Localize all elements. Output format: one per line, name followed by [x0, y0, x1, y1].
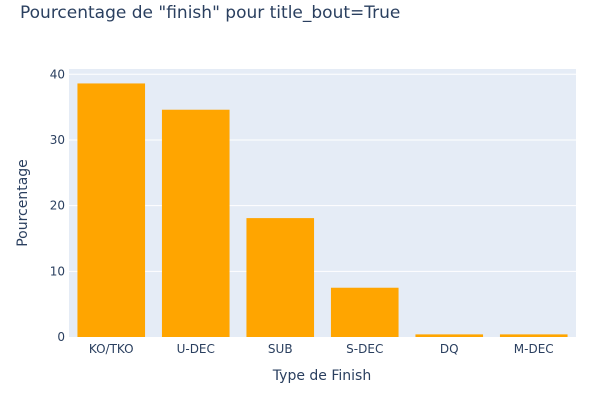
gridlines: [69, 73, 576, 272]
y-tick-label: 0: [57, 330, 65, 344]
bar-u-dec[interactable]: [161, 109, 230, 337]
x-tick-label: SUB: [268, 342, 293, 356]
plot-area: [69, 69, 576, 337]
x-axis-ticks: KO/TKO U-DEC SUB S-DEC DQ M-DEC: [89, 342, 554, 356]
x-tick-label: S-DEC: [346, 342, 383, 356]
y-tick-label: 40: [50, 67, 65, 81]
y-tick-label: 10: [50, 264, 65, 278]
x-tick-label: DQ: [440, 342, 459, 356]
y-tick-label: 20: [50, 199, 65, 213]
y-tick-label: 30: [50, 133, 65, 147]
chart-title: Pourcentage de "finish" pour title_bout=…: [20, 3, 400, 23]
bar-ko-tko[interactable]: [77, 83, 146, 337]
bar-s-dec[interactable]: [330, 287, 399, 337]
bar-m-dec[interactable]: [499, 334, 568, 337]
bar-sub[interactable]: [246, 218, 315, 337]
x-axis-title: Type de Finish: [272, 368, 371, 384]
x-tick-label: U-DEC: [177, 342, 215, 356]
x-tick-label: M-DEC: [514, 342, 554, 356]
bars: [77, 83, 568, 337]
y-axis-ticks: 0 10 20 30 40: [50, 67, 65, 344]
x-tick-label: KO/TKO: [89, 342, 134, 356]
bar-dq[interactable]: [415, 334, 484, 337]
y-axis-title: Pourcentage: [15, 159, 31, 247]
